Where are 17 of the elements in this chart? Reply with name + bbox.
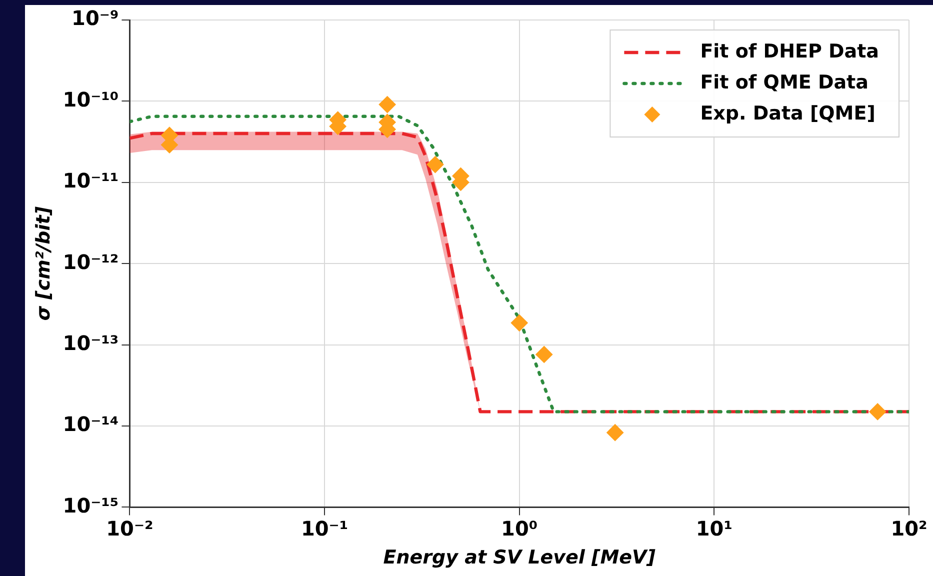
y-axis-title: σ [cm²/bit] — [32, 206, 54, 321]
y-tick-label: 10⁻¹⁵ — [62, 493, 119, 518]
y-tick-label: 10⁻⁹ — [72, 6, 119, 30]
x-tick-label: 10⁰ — [501, 516, 538, 540]
x-axis-title: Energy at SV Level [MeV] — [383, 546, 656, 569]
y-tick-label: 10⁻¹⁰ — [62, 87, 119, 112]
legend-label: Fit of DHEP Data — [700, 40, 879, 62]
y-tick-label: 10⁻¹² — [62, 250, 119, 274]
legend-label: Fit of QME Data — [700, 71, 868, 94]
y-tick-label: 10⁻¹¹ — [62, 168, 119, 193]
x-tick-label: 10² — [890, 516, 928, 540]
y-tick-label: 10⁻¹⁴ — [62, 412, 119, 436]
x-tick-label: 10¹ — [696, 516, 732, 540]
legend-label: Exp. Data [QME] — [700, 102, 876, 124]
x-tick-label: 10⁻¹ — [300, 516, 348, 540]
x-tick-label: 10⁻² — [106, 516, 154, 540]
y-tick-label: 10⁻¹³ — [62, 331, 119, 356]
